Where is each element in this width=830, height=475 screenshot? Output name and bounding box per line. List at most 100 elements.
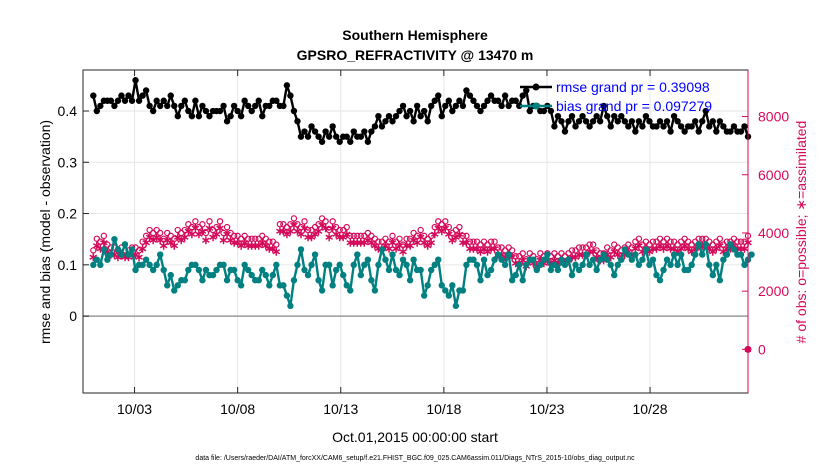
rmse-point bbox=[406, 107, 414, 115]
rmse-point bbox=[730, 123, 738, 130]
obs-assimilated-point: ∗ bbox=[402, 239, 412, 253]
bias-point bbox=[209, 271, 217, 279]
obs-assimilated-point: ∗ bbox=[395, 239, 405, 253]
rmse-point bbox=[642, 112, 650, 120]
obs-possible-point bbox=[357, 232, 365, 240]
rmse-point bbox=[484, 97, 491, 104]
bias-point bbox=[146, 261, 153, 269]
obs-possible-point bbox=[699, 235, 706, 242]
rmse-point bbox=[255, 97, 262, 104]
rmse-point bbox=[97, 102, 104, 110]
rmse-point bbox=[135, 97, 143, 104]
obs-assimilated-point: ∗ bbox=[630, 242, 640, 256]
bias-point bbox=[403, 261, 410, 269]
obs-possible-point bbox=[716, 235, 724, 242]
bias-point bbox=[494, 251, 502, 258]
obs-possible-point bbox=[512, 253, 519, 260]
rmse-point bbox=[470, 97, 477, 104]
obs-possible-point bbox=[456, 223, 463, 231]
bias-series-layer bbox=[90, 235, 755, 310]
bias-point bbox=[473, 261, 481, 269]
obs-assimilated-point: ∗ bbox=[243, 239, 253, 253]
obs-assimilated-point: ∗ bbox=[307, 230, 317, 244]
bias-point bbox=[618, 256, 625, 263]
rmse-point bbox=[445, 97, 453, 104]
rmse-point bbox=[93, 107, 101, 115]
bias-point bbox=[537, 261, 544, 269]
obs-assimilated-point: ∗ bbox=[261, 239, 271, 253]
bias-point bbox=[565, 256, 572, 263]
obs-assimilated-point: ∗ bbox=[219, 233, 229, 247]
bias-point bbox=[656, 277, 664, 284]
rmse-point bbox=[473, 102, 481, 110]
bias-point bbox=[325, 261, 333, 269]
bias-point bbox=[153, 261, 160, 269]
obs-assimilated-point: ∗ bbox=[458, 236, 468, 250]
bias-point bbox=[237, 282, 245, 289]
obs-assimilated-point: ∗ bbox=[363, 233, 373, 247]
obs-possible-point bbox=[297, 223, 305, 231]
bias-point bbox=[512, 271, 519, 279]
obs-assimilated-point: ∗ bbox=[472, 242, 482, 256]
obs-assimilated-point: ∗ bbox=[197, 224, 207, 238]
obs-assimilated-point: ∗ bbox=[440, 221, 450, 235]
rmse-point bbox=[501, 92, 509, 99]
obs-assimilated-point: ∗ bbox=[282, 227, 292, 241]
bias-point bbox=[111, 235, 118, 243]
rmse-point bbox=[618, 112, 625, 120]
obs-possible-point bbox=[399, 241, 407, 248]
rmse-point bbox=[220, 102, 227, 110]
rmse-point bbox=[741, 123, 748, 130]
obs-assimilated-point: ∗ bbox=[380, 239, 390, 253]
y-tick-label: 0.4 bbox=[58, 103, 78, 119]
obs-assimilated-point: ∗ bbox=[324, 230, 334, 244]
bias-point bbox=[625, 251, 632, 258]
bias-point bbox=[406, 277, 414, 284]
bias-point bbox=[385, 266, 393, 274]
obs-assimilated-point: ∗ bbox=[409, 233, 419, 247]
bias-point bbox=[628, 256, 636, 263]
bias-point bbox=[491, 256, 498, 263]
rmse-point bbox=[413, 102, 421, 110]
bias-point bbox=[308, 261, 315, 269]
obs-assimilated-point: ∗ bbox=[437, 224, 447, 238]
obs-assimilated-point: ∗ bbox=[152, 230, 162, 244]
rmse-point bbox=[132, 77, 139, 84]
rmse-point bbox=[107, 97, 115, 104]
rmse-point bbox=[424, 118, 431, 125]
bias-point bbox=[653, 271, 660, 279]
obs-possible-point bbox=[301, 218, 308, 225]
bias-point bbox=[269, 271, 277, 279]
bias-point bbox=[544, 251, 551, 258]
obs-assimilated-point: ∗ bbox=[539, 256, 549, 270]
rmse-point bbox=[586, 123, 593, 130]
bias-point bbox=[674, 261, 681, 269]
bias-point bbox=[737, 251, 745, 258]
obs-assimilated-point: ∗ bbox=[627, 247, 637, 261]
obs-assimilated-point: ∗ bbox=[335, 230, 345, 244]
rmse-point bbox=[350, 128, 357, 135]
obs-assimilated-point: ∗ bbox=[451, 230, 461, 244]
obs-possible-point bbox=[192, 218, 199, 225]
bias-point bbox=[199, 277, 206, 284]
y-tick-label: 0.2 bbox=[58, 206, 78, 222]
obs-assimilated-point: ∗ bbox=[120, 250, 130, 264]
rmse-point bbox=[498, 102, 505, 110]
obs-assimilated-point: ∗ bbox=[666, 242, 676, 256]
rmse-point bbox=[266, 102, 273, 110]
bias-point bbox=[90, 261, 97, 269]
obs-possible-point bbox=[470, 238, 477, 245]
rmse-point bbox=[635, 118, 643, 125]
rmse-point bbox=[512, 97, 519, 104]
rmse-point bbox=[192, 97, 199, 104]
bias-point bbox=[484, 271, 491, 279]
bias-point bbox=[361, 261, 368, 269]
obs-assimilated-point: ∗ bbox=[648, 242, 658, 256]
rmse-point bbox=[114, 97, 122, 104]
obs-assimilated-point: ∗ bbox=[736, 242, 746, 256]
legend-rmse-marker bbox=[532, 83, 540, 91]
rmse-point bbox=[628, 118, 636, 125]
bias-point bbox=[582, 251, 590, 258]
obs-assimilated-point: ∗ bbox=[95, 242, 105, 256]
